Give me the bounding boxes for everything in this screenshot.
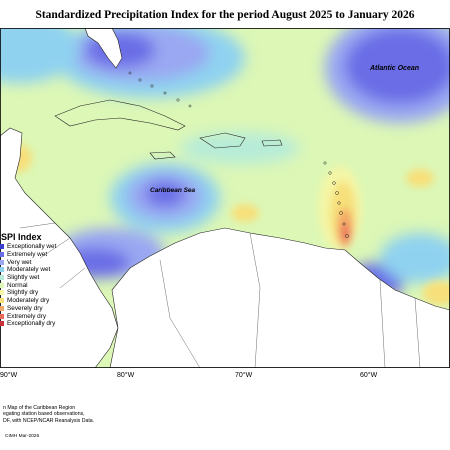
legend-item: Moderately dry [0,297,90,305]
legend-item: Severely dry [0,305,90,313]
lesser-antilles [128,71,349,238]
legend-swatch [0,259,4,265]
legend-label: Severely dry [7,304,43,312]
spi-legend: SPI Index Exceptionally wet Extremely wet… [0,232,90,328]
caribbean-sea-label: Caribbean Sea [150,187,196,194]
legend-swatch [0,305,4,311]
land-outlines [0,28,450,368]
footer-line: DF, with NCEP/NCAR Reanalysis Data. [3,417,95,424]
legend-label: Normal [7,281,28,289]
legend-label: Extremely dry [7,312,47,320]
legend-item: Slightly dry [0,289,90,297]
legend-item: Extremely dry [0,312,90,320]
lon-label-70w: 70°W [235,372,253,379]
legend-swatch [0,321,4,327]
legend-swatch [0,290,4,296]
legend-swatch [0,252,4,258]
legend-item: Slightly wet [0,274,90,282]
borders [19,222,421,368]
legend-swatch [0,282,4,288]
legend-title: SPI Index [1,232,42,242]
legend-swatch [0,275,4,281]
footer-line: n Map of the Caribbean Region [3,405,76,411]
map-credit: CIMH Mar-2026 [5,434,40,439]
lon-label-90w: 90°W [0,372,18,379]
footer-line: egating station based observations, [3,411,85,418]
legend-label: Extremely wet [7,251,48,259]
spi-map: Atlantic Ocean Caribbean Sea [0,28,450,368]
legend-label: Slightly dry [7,289,39,297]
legend-swatch [0,267,4,273]
legend-label: Very wet [7,258,32,266]
lon-label-60w: 60°W [360,372,378,379]
atlantic-ocean-label: Atlantic Ocean [369,65,419,72]
legend-swatch [0,313,4,319]
legend-label: Slightly wet [7,274,40,282]
legend-label: Moderately wet [7,266,51,274]
legend-label: Exceptionally dry [7,320,56,328]
legend-swatch [0,298,4,304]
legend-item: Moderately wet [0,266,90,274]
legend-item: Very wet [0,258,90,266]
legend-item: Exceptionally dry [0,320,90,328]
legend-label: Exceptionally wet [7,243,57,251]
map-title: Standardized Precipitation Index for the… [35,9,415,21]
legend-label: Moderately dry [7,297,50,305]
legend-list: Exceptionally wet Extremely wet Very wet Mo… [0,243,90,328]
legend-item: Extremely wet [0,251,90,259]
spi-map-canvas: Atlantic Ocean Caribbean Sea [0,28,450,368]
legend-item: Exceptionally wet [0,243,90,251]
legend-swatch [0,244,4,250]
lon-label-80w: 80°W [117,372,135,379]
map-footer-notes: n Map of the Caribbean Region egating st… [3,405,223,424]
legend-item: Normal [0,281,90,289]
